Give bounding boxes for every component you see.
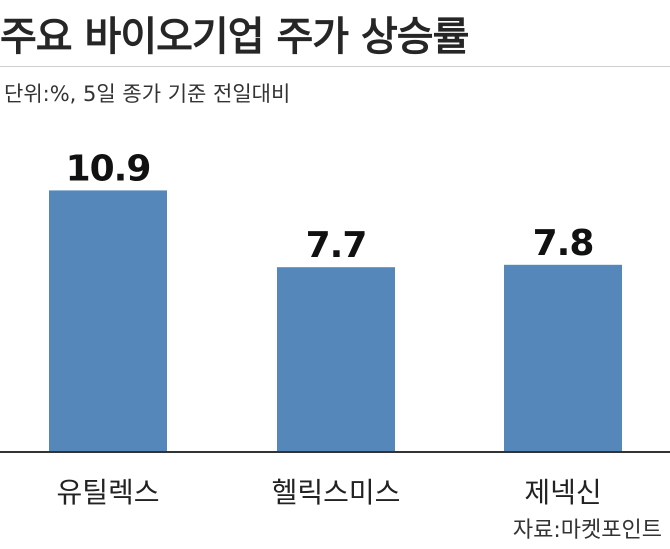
bars-group: [49, 190, 622, 452]
bar-2: [277, 267, 395, 452]
value-label-2: 7.7: [306, 225, 367, 266]
value-label-3: 7.8: [533, 223, 594, 264]
chart-title: 주요 바이오기업 주가 상승률: [0, 14, 469, 60]
value-label-1: 10.9: [66, 148, 151, 189]
bar-1: [49, 190, 167, 452]
chart-subtitle: 단위:%, 5일 종가 기준 전일대비: [4, 82, 291, 106]
value-labels-group: 10.9 7.7 7.8: [66, 148, 595, 266]
source-note: 자료:마켓포인트: [512, 518, 662, 543]
category-label-3: 제넥신: [524, 476, 601, 509]
title-divider: [0, 66, 670, 67]
bar-3: [504, 264, 622, 452]
category-label-1: 유틸렉스: [56, 476, 159, 509]
category-labels-group: 유틸렉스 헬릭스미스 제넥신: [56, 476, 601, 509]
category-label-2: 헬릭스미스: [272, 476, 401, 509]
